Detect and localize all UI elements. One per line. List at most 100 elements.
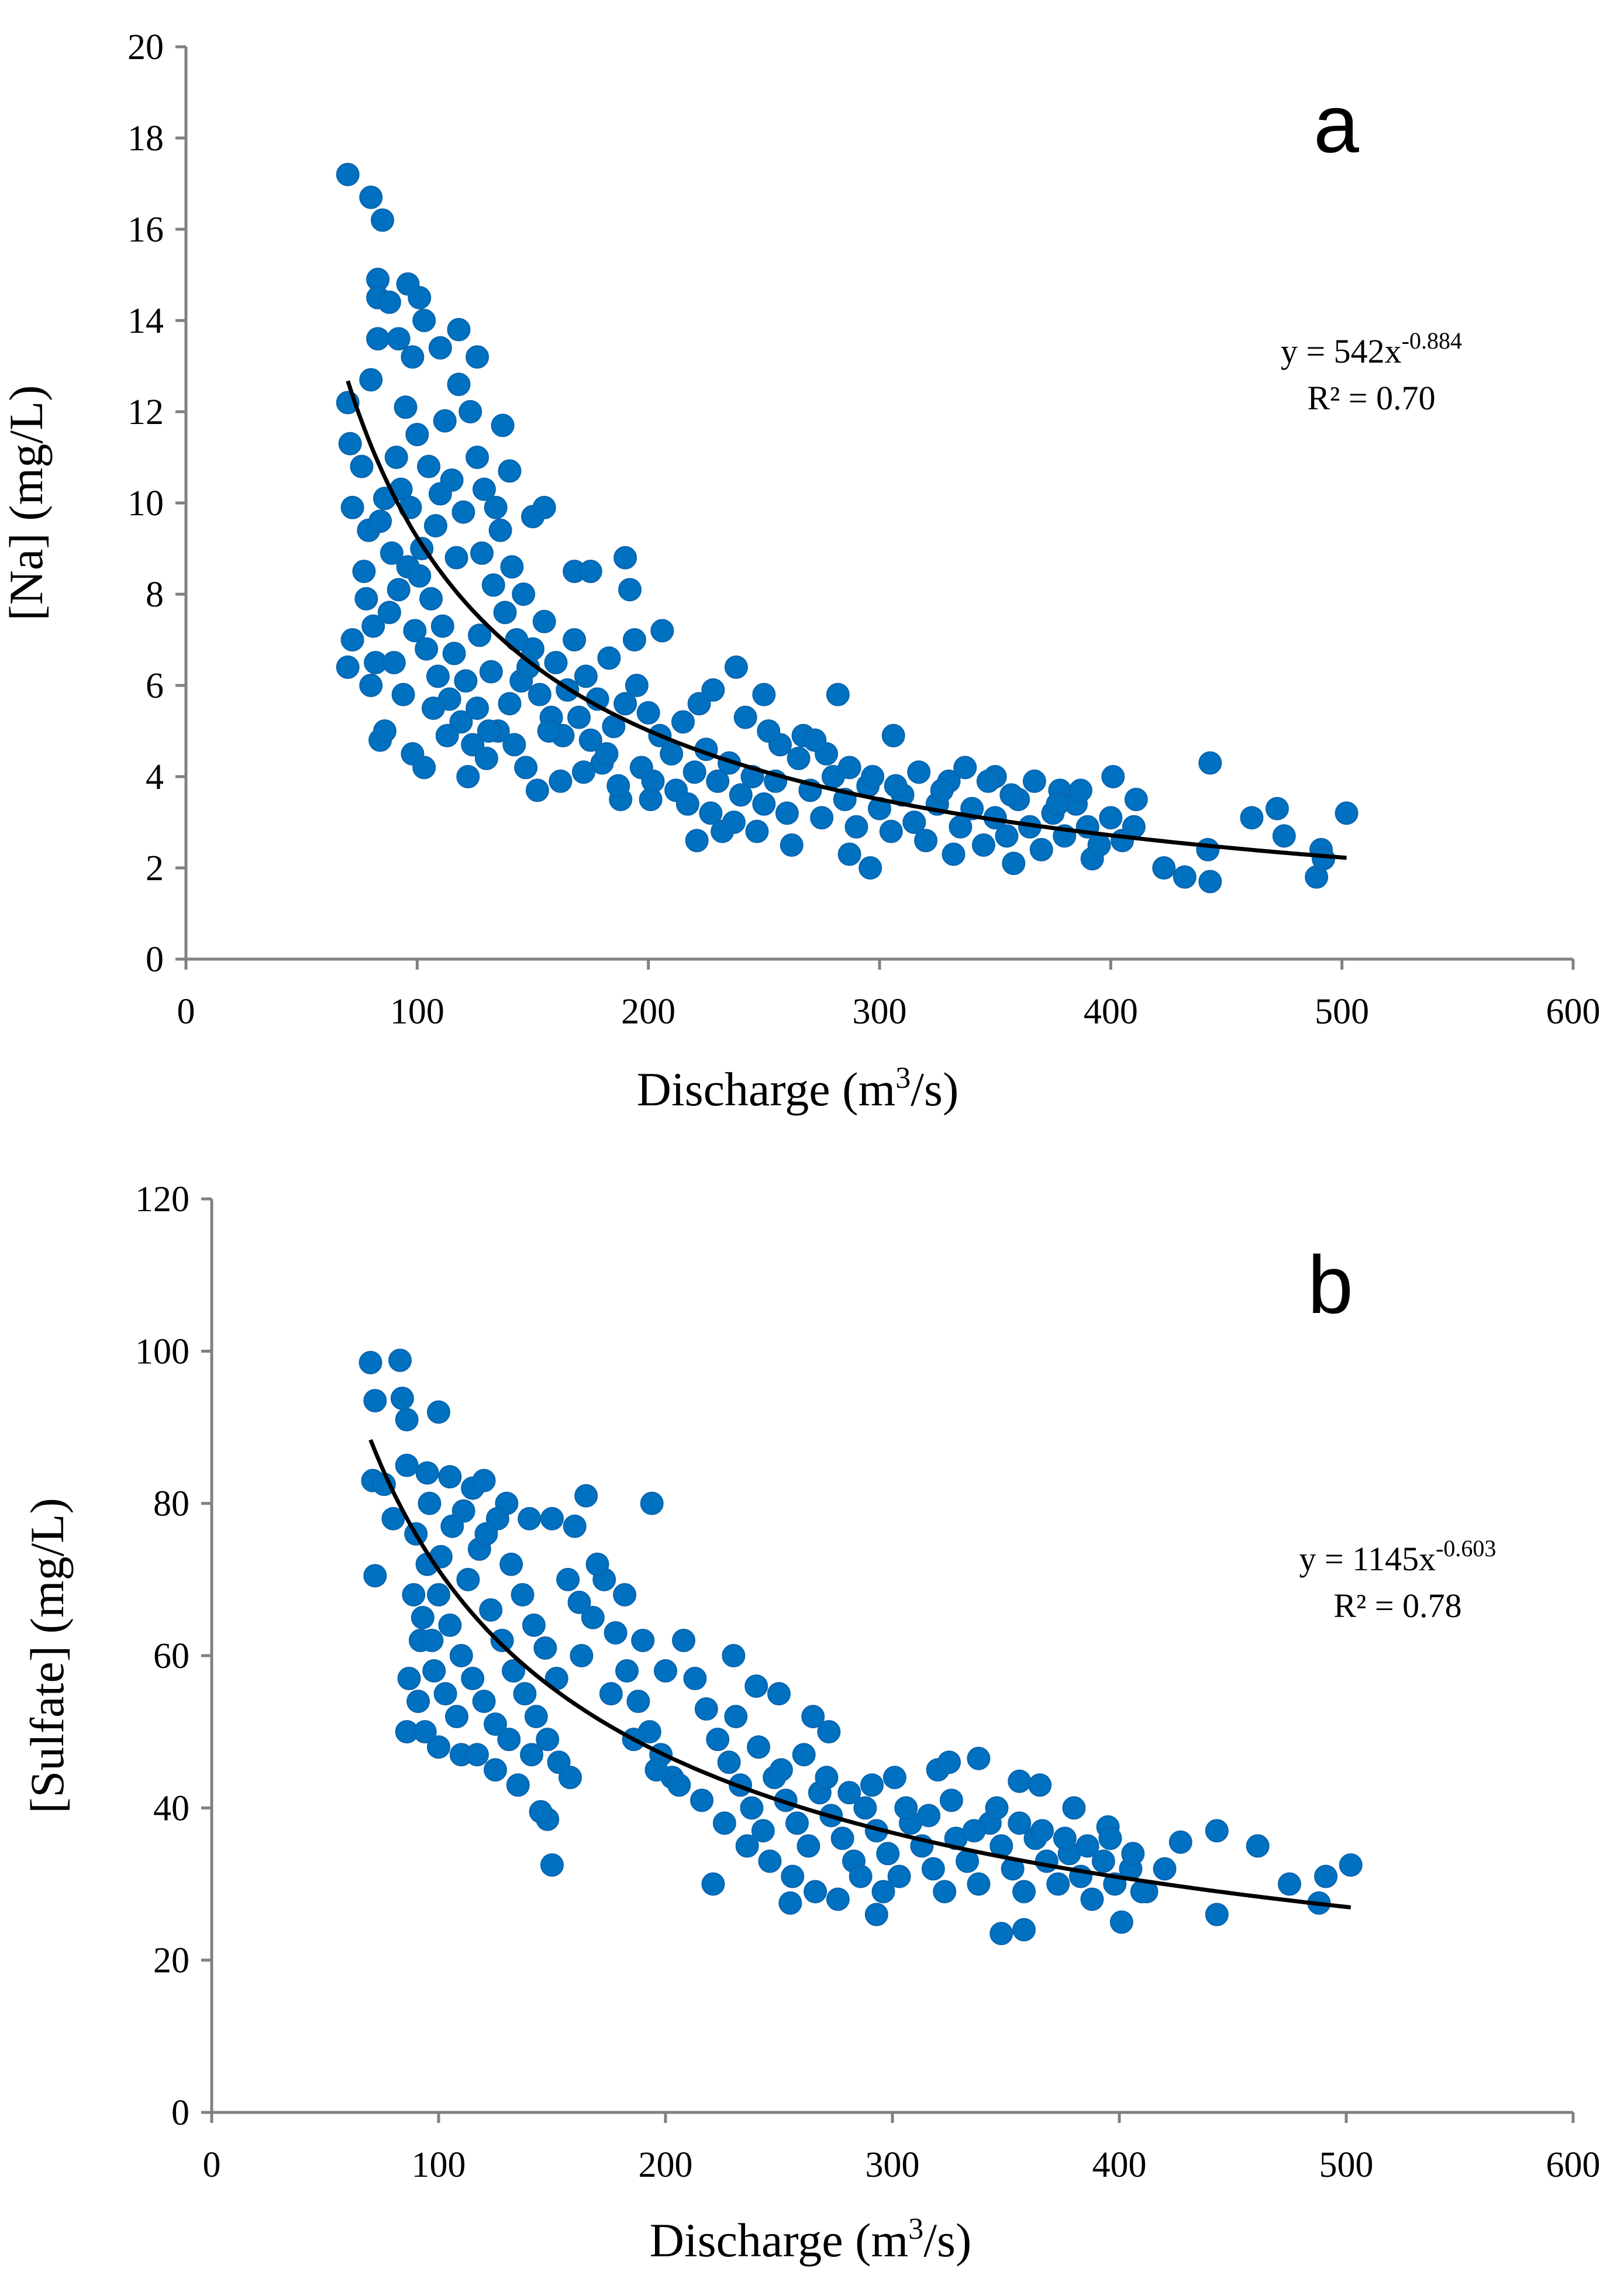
data-point <box>518 1507 542 1531</box>
data-point <box>498 692 522 716</box>
data-point <box>1030 1819 1054 1843</box>
data-point <box>466 697 489 720</box>
data-point <box>1153 1857 1177 1881</box>
data-point <box>352 560 376 583</box>
data-point <box>474 746 498 770</box>
data-point <box>390 1387 414 1411</box>
data-point <box>438 1465 462 1489</box>
data-point <box>427 1583 450 1607</box>
data-point <box>1022 769 1046 793</box>
data-point <box>1152 856 1176 880</box>
data-point <box>939 1788 963 1812</box>
data-point <box>706 1728 730 1752</box>
data-point <box>394 395 418 419</box>
data-point <box>631 1628 655 1652</box>
data-point <box>470 541 494 565</box>
data-point <box>1053 1826 1077 1850</box>
data-point <box>491 413 515 437</box>
data-point <box>447 373 471 397</box>
x-tick-label: 200 <box>621 992 675 1032</box>
data-point <box>536 1728 560 1752</box>
x-tick-label: 600 <box>1546 992 1601 1032</box>
x-title-base: Discharge (m <box>637 1063 896 1116</box>
data-point <box>444 546 468 570</box>
data-point <box>860 1773 884 1797</box>
data-point <box>458 400 482 423</box>
x-axis-title: Discharge (m3/s) <box>637 1061 959 1116</box>
data-point <box>837 842 861 866</box>
x-tick-label: 500 <box>1315 992 1369 1032</box>
data-point <box>537 719 561 743</box>
y-axis-title: [Sulfate] (mg/L) <box>20 1498 74 1814</box>
data-point <box>403 619 427 643</box>
data-point <box>604 1621 627 1645</box>
data-point <box>406 1690 430 1714</box>
data-point <box>837 1781 861 1805</box>
data-point <box>412 756 436 780</box>
data-point <box>830 1826 854 1850</box>
data-point <box>449 1644 473 1667</box>
data-point <box>671 710 695 734</box>
data-point <box>672 1628 696 1652</box>
data-point <box>722 1644 746 1667</box>
data-point <box>682 760 706 784</box>
data-point <box>849 1864 873 1888</box>
y-tick-label: 60 <box>153 1636 189 1676</box>
trendline-equation: y = 542x-0.884 <box>1281 328 1462 370</box>
data-point <box>882 1766 906 1790</box>
data-point <box>484 495 508 519</box>
data-point <box>683 1667 707 1691</box>
data-point <box>567 1590 591 1614</box>
equation-exponent: -0.603 <box>1436 1535 1496 1562</box>
data-point <box>792 1743 816 1767</box>
data-point <box>1101 765 1125 788</box>
y-tick-label: 6 <box>146 666 164 706</box>
data-point <box>417 454 441 478</box>
data-point <box>381 1507 405 1531</box>
trendline <box>346 380 1347 860</box>
x-title-superscript: 3 <box>895 1061 911 1095</box>
data-point <box>597 646 621 670</box>
data-point <box>574 664 598 688</box>
data-point <box>418 1491 442 1515</box>
data-point <box>853 1796 877 1820</box>
data-point <box>359 185 383 209</box>
data-point <box>1029 837 1053 861</box>
data-point <box>962 1819 986 1843</box>
x-tick-label: 600 <box>1546 2145 1601 2185</box>
x-tick-label: 100 <box>390 992 444 1032</box>
data-point <box>419 587 443 611</box>
y-tick-label: 0 <box>146 940 164 980</box>
data-point <box>953 756 977 780</box>
data-point <box>363 1564 387 1588</box>
data-point <box>479 1598 503 1622</box>
data-point <box>871 1880 895 1904</box>
data-point <box>694 1697 718 1721</box>
data-point <box>781 1864 805 1888</box>
data-point <box>1046 792 1070 816</box>
data-point <box>1012 1918 1036 1942</box>
y-tick-label: 20 <box>127 27 164 67</box>
data-point <box>433 1682 457 1706</box>
data-point <box>340 495 364 519</box>
data-point <box>685 829 709 853</box>
y-tick-label: 16 <box>127 210 164 250</box>
data-point <box>724 1705 748 1729</box>
data-point <box>613 546 637 570</box>
chart-panel-a: 0 100 200 300 400 500 600 0 2 4 6 8 10 12 14 16 18 20 y = … <box>0 27 1601 1116</box>
data-point <box>1335 801 1358 825</box>
data-point <box>1068 778 1092 802</box>
data-point <box>740 1796 764 1820</box>
data-point <box>358 1350 382 1374</box>
data-point <box>626 1690 650 1714</box>
data-point <box>701 678 725 702</box>
data-point <box>640 1491 664 1515</box>
data-point <box>488 518 512 542</box>
data-point <box>667 1773 691 1797</box>
data-point <box>1035 1849 1058 1873</box>
y-tick-label: 80 <box>153 1484 189 1524</box>
data-point <box>1205 1819 1229 1843</box>
data-point <box>1080 1887 1104 1911</box>
data-point <box>499 1552 523 1576</box>
data-point <box>408 564 432 588</box>
